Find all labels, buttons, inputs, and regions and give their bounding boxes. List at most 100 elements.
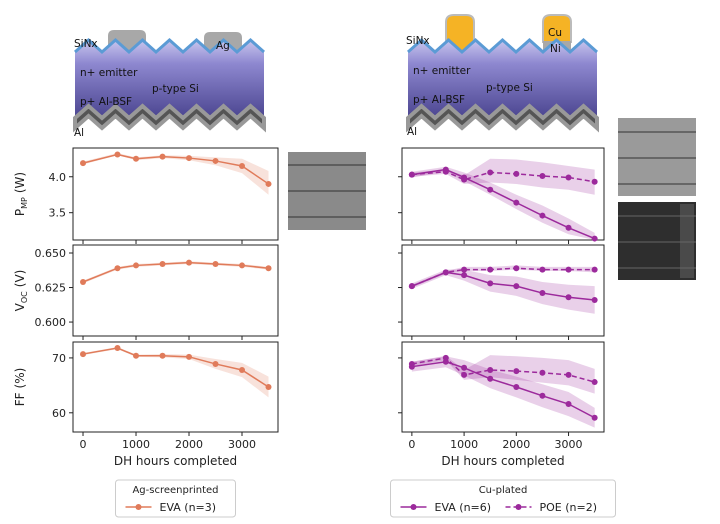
data-point [265,265,272,272]
data-point [186,259,193,266]
data-point [513,265,520,272]
data-point [212,360,219,367]
data-point [461,266,468,273]
data-point [114,345,121,352]
cell-diagram-cu: SiNx Cu Ni n+ emitter p-type Si p+ Al-BS… [406,14,599,138]
data-point [239,366,246,373]
diagram-label: Al [74,127,84,139]
y-axis-label: PMP (W) [13,172,29,216]
diagram-label: p-type Si [486,82,533,94]
data-point [591,266,598,273]
data-point [133,262,140,269]
data-point [159,153,166,160]
data-point [239,162,246,169]
data-point [539,392,546,399]
data-point [461,371,468,378]
legend-marker [515,504,522,510]
diagram-label: Cu [548,27,562,39]
data-point [265,180,272,187]
data-point [591,379,598,386]
plots: 4.0 3.5 PMP (W) 0.650 0.625 0.600 VOC (V) 70 60 0 10… [13,147,616,518]
y-tick-label: 0.600 [35,316,67,329]
legend-title: Cu-plated [479,485,528,496]
legend-box [390,479,616,518]
diagram-label: p-type Si [152,83,199,95]
data-point [159,352,166,359]
x-tick-label: 3000 [228,438,256,451]
legend-label: POE (n=2) [540,501,598,514]
sinx-layer [74,37,265,55]
data-point [442,168,449,175]
confidence-band [411,269,595,314]
y-label-sub: OC [20,291,29,303]
series-line [411,168,595,240]
diagram-label: n+ emitter [80,67,138,79]
data-point [591,178,598,185]
x-tick-label: 1000 [450,438,478,451]
series-line [411,357,595,383]
diagram-label: Ag [216,40,230,52]
series-line [411,360,596,419]
series-line [82,347,269,388]
el-image [618,118,696,196]
data-point [487,266,494,273]
data-point [159,261,166,268]
panel-frame [401,244,605,337]
y-tick-label: 4.0 [49,171,67,184]
data-point [265,384,272,390]
x-axis-label: DH hours completed [441,454,564,468]
confidence-band [411,166,595,240]
legend-marker [410,504,417,510]
data-point [80,160,87,167]
series-line [82,153,269,185]
x-axis-label: DH hours completed [114,454,237,468]
data-point [539,290,546,297]
panel-frame [72,244,279,337]
x-tick-label: 0 [408,438,415,451]
data-point [565,224,572,231]
data-point [461,272,468,279]
series-line [411,170,595,183]
data-point [186,155,193,162]
y-axis-label: VOC (V) [13,270,29,312]
data-point [487,375,494,382]
data-point [487,169,494,176]
cell-diagram-ag: SiNx Ag n+ emitter p-type Si p+ Al-BSF A… [73,30,266,139]
y-label-main: V [13,302,27,311]
y-label-unit: (%) [13,368,27,389]
data-point [513,170,520,177]
legend-marker [135,504,142,510]
diagram-label: Ni [550,43,561,55]
y-tick-label: 70 [52,352,66,365]
el-image [288,152,366,230]
confidence-band [411,356,595,428]
data-point [114,151,121,158]
data-point [565,294,572,301]
data-point [442,354,449,361]
y-label-main: FF [13,392,27,406]
data-point [539,212,546,219]
y-label-unit: (V) [13,270,27,288]
y-tick-label: 60 [52,407,66,420]
data-point [80,279,87,286]
sinx-layer [407,37,598,55]
data-point [408,171,415,178]
data-point [487,280,494,287]
data-point [591,414,598,421]
confidence-band [83,153,269,195]
data-point [408,283,415,290]
data-point [565,371,572,378]
y-label-sub: MP [20,197,29,209]
data-point [513,283,520,290]
series-line [82,261,269,283]
x-tick-label: 3000 [555,438,583,451]
diagram-label: SiNx [406,35,430,47]
series-line [411,271,595,301]
al-layer [73,103,266,133]
data-point [442,269,449,276]
data-point [133,155,140,162]
data-point [591,296,598,303]
y-tick-label: 3.5 [49,207,67,220]
el-image [618,202,696,280]
